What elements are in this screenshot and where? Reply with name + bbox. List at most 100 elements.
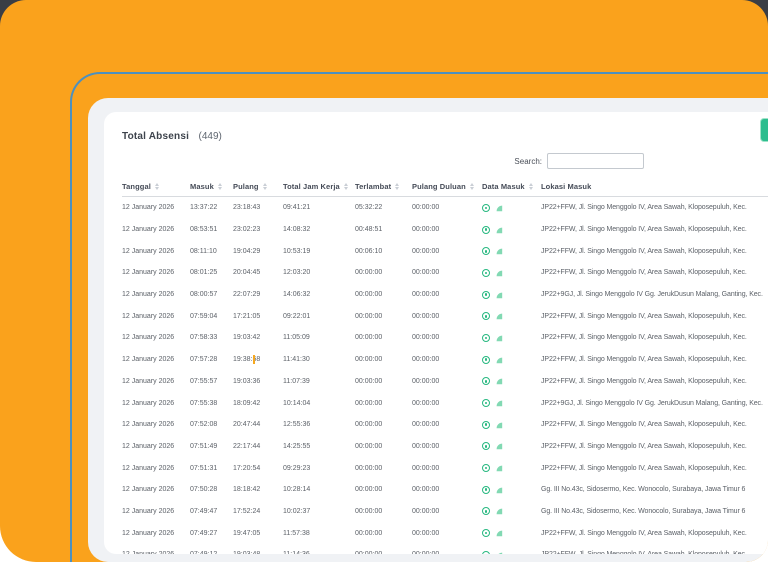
add-record-button[interactable]: + — [760, 118, 768, 142]
search-input[interactable] — [547, 153, 644, 169]
table-row[interactable]: 12 January 2026 08:00:57 22:07:29 14:06:… — [122, 284, 768, 306]
target-circle-icon[interactable] — [482, 247, 490, 255]
target-circle-icon[interactable] — [482, 312, 490, 320]
signal-icon[interactable] — [495, 529, 503, 537]
signal-icon[interactable] — [495, 204, 503, 212]
cell-data-masuk — [482, 399, 541, 407]
signal-icon[interactable] — [495, 247, 503, 255]
target-circle-icon[interactable] — [482, 464, 490, 472]
signal-icon[interactable] — [495, 269, 503, 277]
page-title: Total Absensi — [122, 131, 189, 142]
column-header[interactable]: Terlambat — [355, 182, 412, 191]
cell-data-masuk — [482, 442, 541, 450]
target-circle-icon[interactable] — [482, 442, 490, 450]
column-header-label: Total Jam Kerja — [283, 182, 340, 191]
signal-icon[interactable] — [495, 551, 503, 554]
column-header[interactable]: Lokasi Masuk — [541, 182, 768, 191]
table-row[interactable]: 12 January 2026 08:01:25 20:04:45 12:03:… — [122, 262, 768, 284]
column-header[interactable]: Data Masuk — [482, 182, 541, 191]
column-header[interactable]: Tanggal — [122, 182, 190, 191]
table-row[interactable]: 12 January 2026 07:49:47 17:52:24 10:02:… — [122, 501, 768, 523]
signal-icon[interactable] — [495, 334, 503, 342]
table-row[interactable]: 12 January 2026 13:37:22 23:18:43 09:41:… — [122, 197, 768, 219]
cell-data-masuk — [482, 269, 541, 277]
signal-icon[interactable] — [495, 312, 503, 320]
signal-icon[interactable] — [495, 399, 503, 407]
column-header[interactable]: Pulang — [233, 182, 283, 191]
target-circle-icon[interactable] — [482, 507, 490, 515]
sort-desc-arrow-icon — [529, 187, 533, 190]
target-circle-icon[interactable] — [482, 529, 490, 537]
table-row[interactable]: 12 January 2026 07:50:28 18:18:42 10:28:… — [122, 479, 768, 501]
target-circle-icon[interactable] — [482, 269, 490, 277]
sort-icon[interactable] — [395, 183, 399, 190]
target-circle-icon[interactable] — [482, 226, 490, 234]
cell-terlambat: 00:00:00 — [355, 421, 412, 428]
table-row[interactable]: 12 January 2026 07:59:04 17:21:05 09:22:… — [122, 305, 768, 327]
cell-lokasi-masuk: JP22+FFW, Jl. Singo Menggolo IV, Area Sa… — [541, 443, 768, 450]
cell-lokasi-masuk: JP22+9GJ, Jl. Singo Menggolo IV Gg. Jeru… — [541, 291, 768, 298]
cell-total-jam-kerja: 11:07:39 — [283, 378, 355, 385]
target-circle-icon[interactable] — [482, 377, 490, 385]
signal-icon[interactable] — [495, 486, 503, 494]
cell-lokasi-masuk: Gg. III No.43c, Sidosermo, Kec. Wonocolo… — [541, 508, 768, 515]
column-header[interactable]: Pulang Duluan — [412, 182, 482, 191]
target-circle-icon[interactable] — [482, 334, 490, 342]
table-row[interactable]: 12 January 2026 07:51:31 17:20:54 09:29:… — [122, 457, 768, 479]
cell-masuk: 07:51:49 — [190, 443, 233, 450]
table-row[interactable]: 12 January 2026 07:49:27 19:47:05 11:57:… — [122, 522, 768, 544]
target-circle-icon[interactable] — [482, 486, 490, 494]
table-row[interactable]: 12 January 2026 08:11:10 19:04:29 10:53:… — [122, 240, 768, 262]
target-circle-icon[interactable] — [482, 356, 490, 364]
cell-tanggal: 12 January 2026 — [122, 508, 190, 515]
cell-tanggal: 12 January 2026 — [122, 400, 190, 407]
signal-icon[interactable] — [495, 442, 503, 450]
signal-icon[interactable] — [495, 291, 503, 299]
cell-tanggal: 12 January 2026 — [122, 248, 190, 255]
sort-icon[interactable] — [470, 183, 474, 190]
cell-pulang-duluan: 00:00:00 — [412, 291, 482, 298]
target-circle-icon[interactable] — [482, 291, 490, 299]
target-circle-icon[interactable] — [482, 204, 490, 212]
target-circle-icon[interactable] — [482, 551, 490, 554]
signal-icon[interactable] — [495, 464, 503, 472]
cell-pulang: 19:47:05 — [233, 530, 283, 537]
cell-terlambat: 00:00:00 — [355, 313, 412, 320]
cell-total-jam-kerja: 10:28:14 — [283, 486, 355, 493]
sort-asc-arrow-icon — [470, 183, 474, 186]
table-row[interactable]: 12 January 2026 07:51:49 22:17:44 14:25:… — [122, 436, 768, 458]
table-row[interactable]: 12 January 2026 07:57:28 19:38:58 11:41:… — [122, 349, 768, 371]
table-row[interactable]: 12 January 2026 07:55:38 18:09:42 10:14:… — [122, 392, 768, 414]
table-row[interactable]: 12 January 2026 08:53:51 23:02:23 14:08:… — [122, 219, 768, 241]
cell-pulang-duluan: 00:00:00 — [412, 400, 482, 407]
sort-asc-arrow-icon — [344, 183, 348, 186]
target-circle-icon[interactable] — [482, 421, 490, 429]
signal-icon[interactable] — [495, 226, 503, 234]
sort-icon[interactable] — [344, 183, 348, 190]
table-row[interactable]: 12 January 2026 07:49:12 19:03:48 11:14:… — [122, 544, 768, 554]
target-circle-icon[interactable] — [482, 399, 490, 407]
cell-tanggal: 12 January 2026 — [122, 356, 190, 363]
signal-icon[interactable] — [495, 377, 503, 385]
cell-total-jam-kerja: 10:02:37 — [283, 508, 355, 515]
table-row[interactable]: 12 January 2026 07:55:57 19:03:36 11:07:… — [122, 371, 768, 393]
signal-icon[interactable] — [495, 421, 503, 429]
table-row[interactable]: 12 January 2026 07:58:33 19:03:42 11:05:… — [122, 327, 768, 349]
sort-icon[interactable] — [218, 183, 222, 190]
sort-icon[interactable] — [263, 183, 267, 190]
signal-icon[interactable] — [495, 507, 503, 515]
column-header-label: Pulang — [233, 182, 259, 191]
cell-total-jam-kerja: 12:55:36 — [283, 421, 355, 428]
cell-pulang-duluan: 00:00:00 — [412, 378, 482, 385]
cell-pulang-duluan: 00:00:00 — [412, 465, 482, 472]
table-row[interactable]: 12 January 2026 07:52:08 20:47:44 12:55:… — [122, 414, 768, 436]
sort-icon[interactable] — [155, 183, 159, 190]
cell-total-jam-kerja: 09:29:23 — [283, 465, 355, 472]
signal-icon[interactable] — [495, 356, 503, 364]
cell-pulang-duluan: 00:00:00 — [412, 226, 482, 233]
column-header[interactable]: Masuk — [190, 182, 233, 191]
sort-icon[interactable] — [529, 183, 533, 190]
column-header[interactable]: Total Jam Kerja — [283, 182, 355, 191]
column-header-label: Masuk — [190, 182, 214, 191]
cell-lokasi-masuk: JP22+FFW, Jl. Singo Menggolo IV, Area Sa… — [541, 465, 768, 472]
